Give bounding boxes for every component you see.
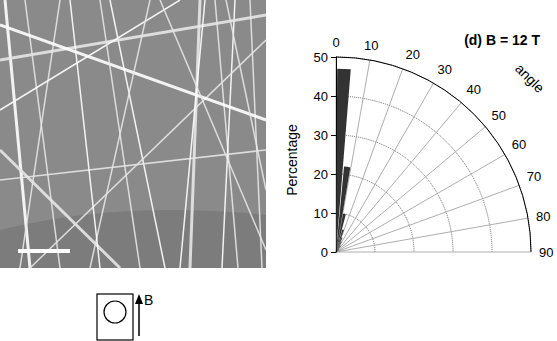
svg-text:80: 80: [536, 209, 550, 224]
svg-text:40: 40: [466, 82, 480, 97]
svg-text:20: 20: [314, 167, 328, 182]
svg-text:90: 90: [539, 245, 553, 260]
svg-text:20: 20: [405, 47, 419, 62]
svg-text:(d) B = 12 T: (d) B = 12 T: [464, 32, 540, 48]
svg-text:B: B: [144, 292, 153, 308]
svg-text:Percentage: Percentage: [284, 124, 300, 196]
svg-text:0: 0: [321, 245, 328, 260]
svg-text:50: 50: [314, 50, 328, 65]
svg-text:60: 60: [512, 137, 526, 152]
svg-text:10: 10: [364, 38, 378, 53]
svg-text:50: 50: [492, 108, 506, 123]
svg-text:30: 30: [314, 128, 328, 143]
svg-text:0: 0: [332, 35, 339, 50]
svg-text:40: 40: [314, 89, 328, 104]
svg-text:10: 10: [314, 206, 328, 221]
svg-text:70: 70: [527, 169, 541, 184]
svg-text:angle: angle: [512, 60, 548, 96]
svg-text:30: 30: [438, 62, 452, 77]
